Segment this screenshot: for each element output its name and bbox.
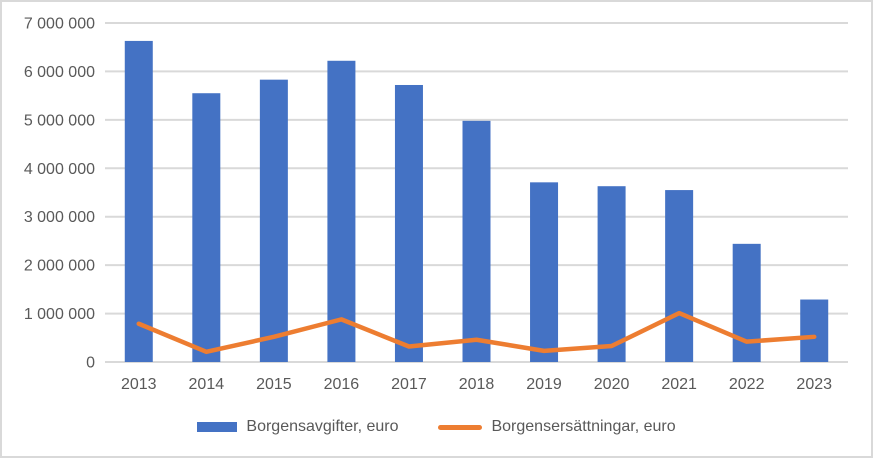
bar-2020 (597, 186, 626, 362)
y-axis-tick-label: 6 000 000 (24, 64, 95, 81)
x-axis-tick-label: 2021 (661, 376, 697, 393)
y-axis-tick-label: 4 000 000 (24, 161, 95, 178)
bar-2019 (530, 182, 559, 362)
legend-swatch-bar-icon (197, 422, 238, 432)
bar-2015 (259, 79, 288, 362)
bar-2013 (124, 40, 153, 362)
y-axis-tick-label: 5 000 000 (24, 112, 95, 129)
legend-item-line-series: Borgensersättningar, euro (438, 418, 676, 436)
y-axis-tick-label: 2 000 000 (24, 258, 95, 275)
y-axis-tick-label: 7 000 000 (24, 16, 95, 33)
legend-swatch-line-icon (438, 424, 483, 430)
legend-item-bar-series: Borgensavgifter, euro (197, 418, 398, 436)
bar-2022 (732, 243, 761, 362)
legend-label-line-series: Borgensersättningar, euro (491, 418, 676, 435)
x-axis-tick-label: 2017 (391, 376, 427, 393)
series-line (136, 310, 817, 355)
bar-2018 (462, 120, 491, 362)
x-axis-tick-label: 2023 (796, 376, 832, 393)
legend-label-bar-series: Borgensavgifter, euro (246, 418, 399, 435)
legend: Borgensavgifter, euro Borgensersättninga… (2, 418, 871, 436)
x-axis-tick-label: 2019 (526, 376, 562, 393)
bar-2021 (665, 190, 694, 362)
y-axis-tick-label: 0 (86, 355, 95, 372)
x-axis-tick-label: 2020 (594, 376, 630, 393)
x-axis-tick-label: 2013 (121, 376, 157, 393)
y-axis-tick-label: 3 000 000 (24, 209, 95, 226)
y-axis-tick-label: 1 000 000 (24, 306, 95, 323)
bar-2023 (800, 299, 829, 362)
x-axis-tick-label: 2014 (189, 376, 225, 393)
x-axis-tick-label: 2016 (324, 376, 360, 393)
x-axis-tick-label: 2015 (256, 376, 292, 393)
bar-2014 (192, 93, 221, 362)
bar-2017 (394, 84, 423, 362)
bar-2016 (327, 60, 356, 362)
x-axis-tick-label: 2022 (729, 376, 765, 393)
x-axis-tick-label: 2018 (459, 376, 495, 393)
